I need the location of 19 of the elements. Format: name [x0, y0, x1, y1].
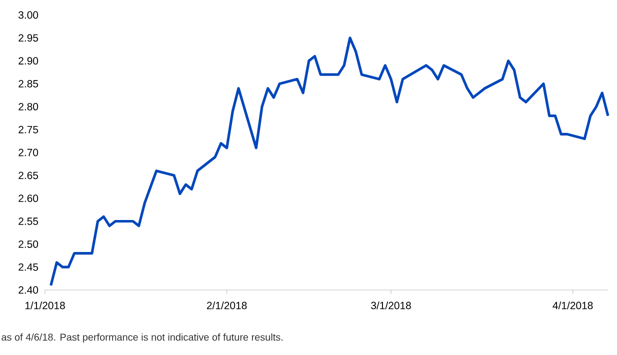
y-tick-label: 2.45 — [18, 263, 38, 271]
y-tick-label: 2.40 — [18, 286, 38, 294]
x-tick-label: 4/1/2018 — [552, 302, 593, 310]
y-tick-label: 2.90 — [18, 57, 38, 65]
y-tick-label: 2.85 — [18, 80, 38, 88]
y-tick-label: 2.95 — [18, 34, 38, 42]
y-tick-label: 2.70 — [18, 148, 38, 156]
x-tick-label: 2/1/2018 — [206, 302, 247, 310]
line-series — [50, 36, 610, 287]
y-tick-label: 2.80 — [18, 102, 38, 110]
y-tick-label: 2.75 — [18, 126, 38, 134]
x-tick-label: 1/1/2018 — [25, 302, 65, 310]
y-tick-label: 2.65 — [18, 172, 38, 180]
y-tick-label: 2.50 — [18, 240, 38, 248]
y-tick-label: 2.55 — [18, 218, 38, 225]
y-tick-label: 3.00 — [18, 11, 38, 19]
text: as of 4/6/18. Past performance is not indicative of future results. — [2, 333, 282, 343]
x-tick-label: 3/1/2018 — [371, 302, 411, 310]
y-tick-label: 2.60 — [18, 194, 38, 202]
